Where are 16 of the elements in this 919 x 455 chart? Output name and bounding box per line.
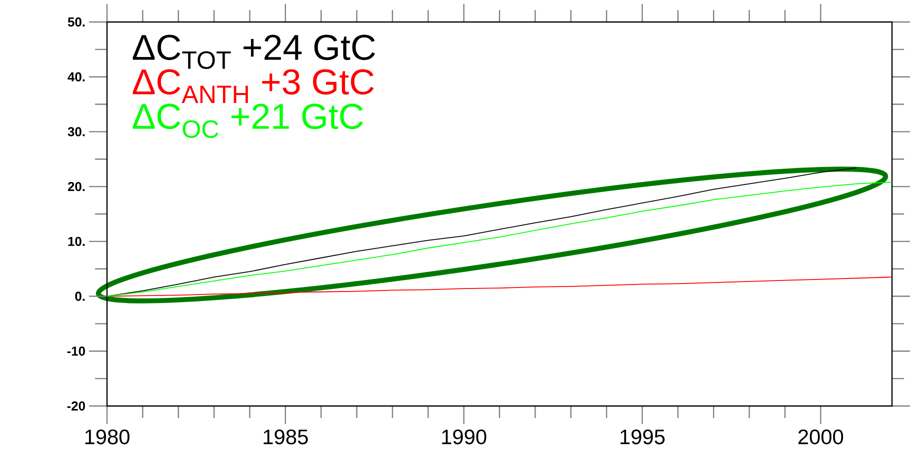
text: ΔC$_{ANTH}$ +3 GtC [132,69,374,103]
y-tick-label: -20 [67,401,85,411]
y-tick-label: 40. [68,72,85,82]
y-tick-label: 0. [75,292,85,301]
y-tick-label: 20. [68,182,85,192]
text: ΔC$_{TOT}$ +24 GtC [132,34,375,69]
text: ΔC$_{OC}$ +21 GtC [132,104,363,138]
x-tick-label: 1990 [442,430,486,444]
y-tick-label: 30. [68,127,85,136]
y-tick-label: 10. [68,236,85,246]
x-tick-label: 1985 [264,430,308,444]
x-tick-label: 2000 [798,430,844,444]
x-tick-label: 1995 [620,430,665,444]
y-tick-label: -10 [67,346,85,356]
x-tick-label: 1980 [85,430,130,444]
y-tick-label: 50. [68,17,85,27]
